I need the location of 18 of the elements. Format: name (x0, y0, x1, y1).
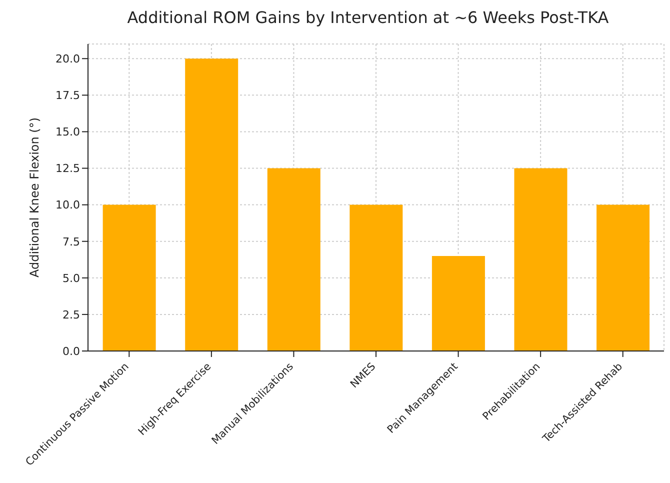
chart-title: Additional ROM Gains by Intervention at ~6 Weeks Post-TKA (126, 8, 610, 29)
y-tick-label: 10.0 (56, 198, 80, 212)
bar (514, 168, 568, 351)
bar (185, 58, 238, 351)
y-axis-title: Additional Knee Flexion (°) (27, 117, 42, 278)
y-tick-label: 2.5 (62, 308, 80, 322)
y-tick-label: 15.0 (56, 126, 80, 139)
y-tick-label: 17.5 (56, 89, 80, 102)
bar (267, 168, 320, 351)
y-tick-label: 5.0 (62, 272, 80, 285)
bar (596, 204, 650, 351)
bar (350, 204, 403, 351)
y-tick-label: 20.0 (56, 52, 80, 66)
y-tick-label: 0.0 (62, 344, 80, 358)
y-tick-label: 12.5 (56, 162, 80, 176)
y-tick-label: 7.5 (62, 235, 80, 248)
bar (102, 204, 156, 351)
bar (432, 256, 485, 351)
